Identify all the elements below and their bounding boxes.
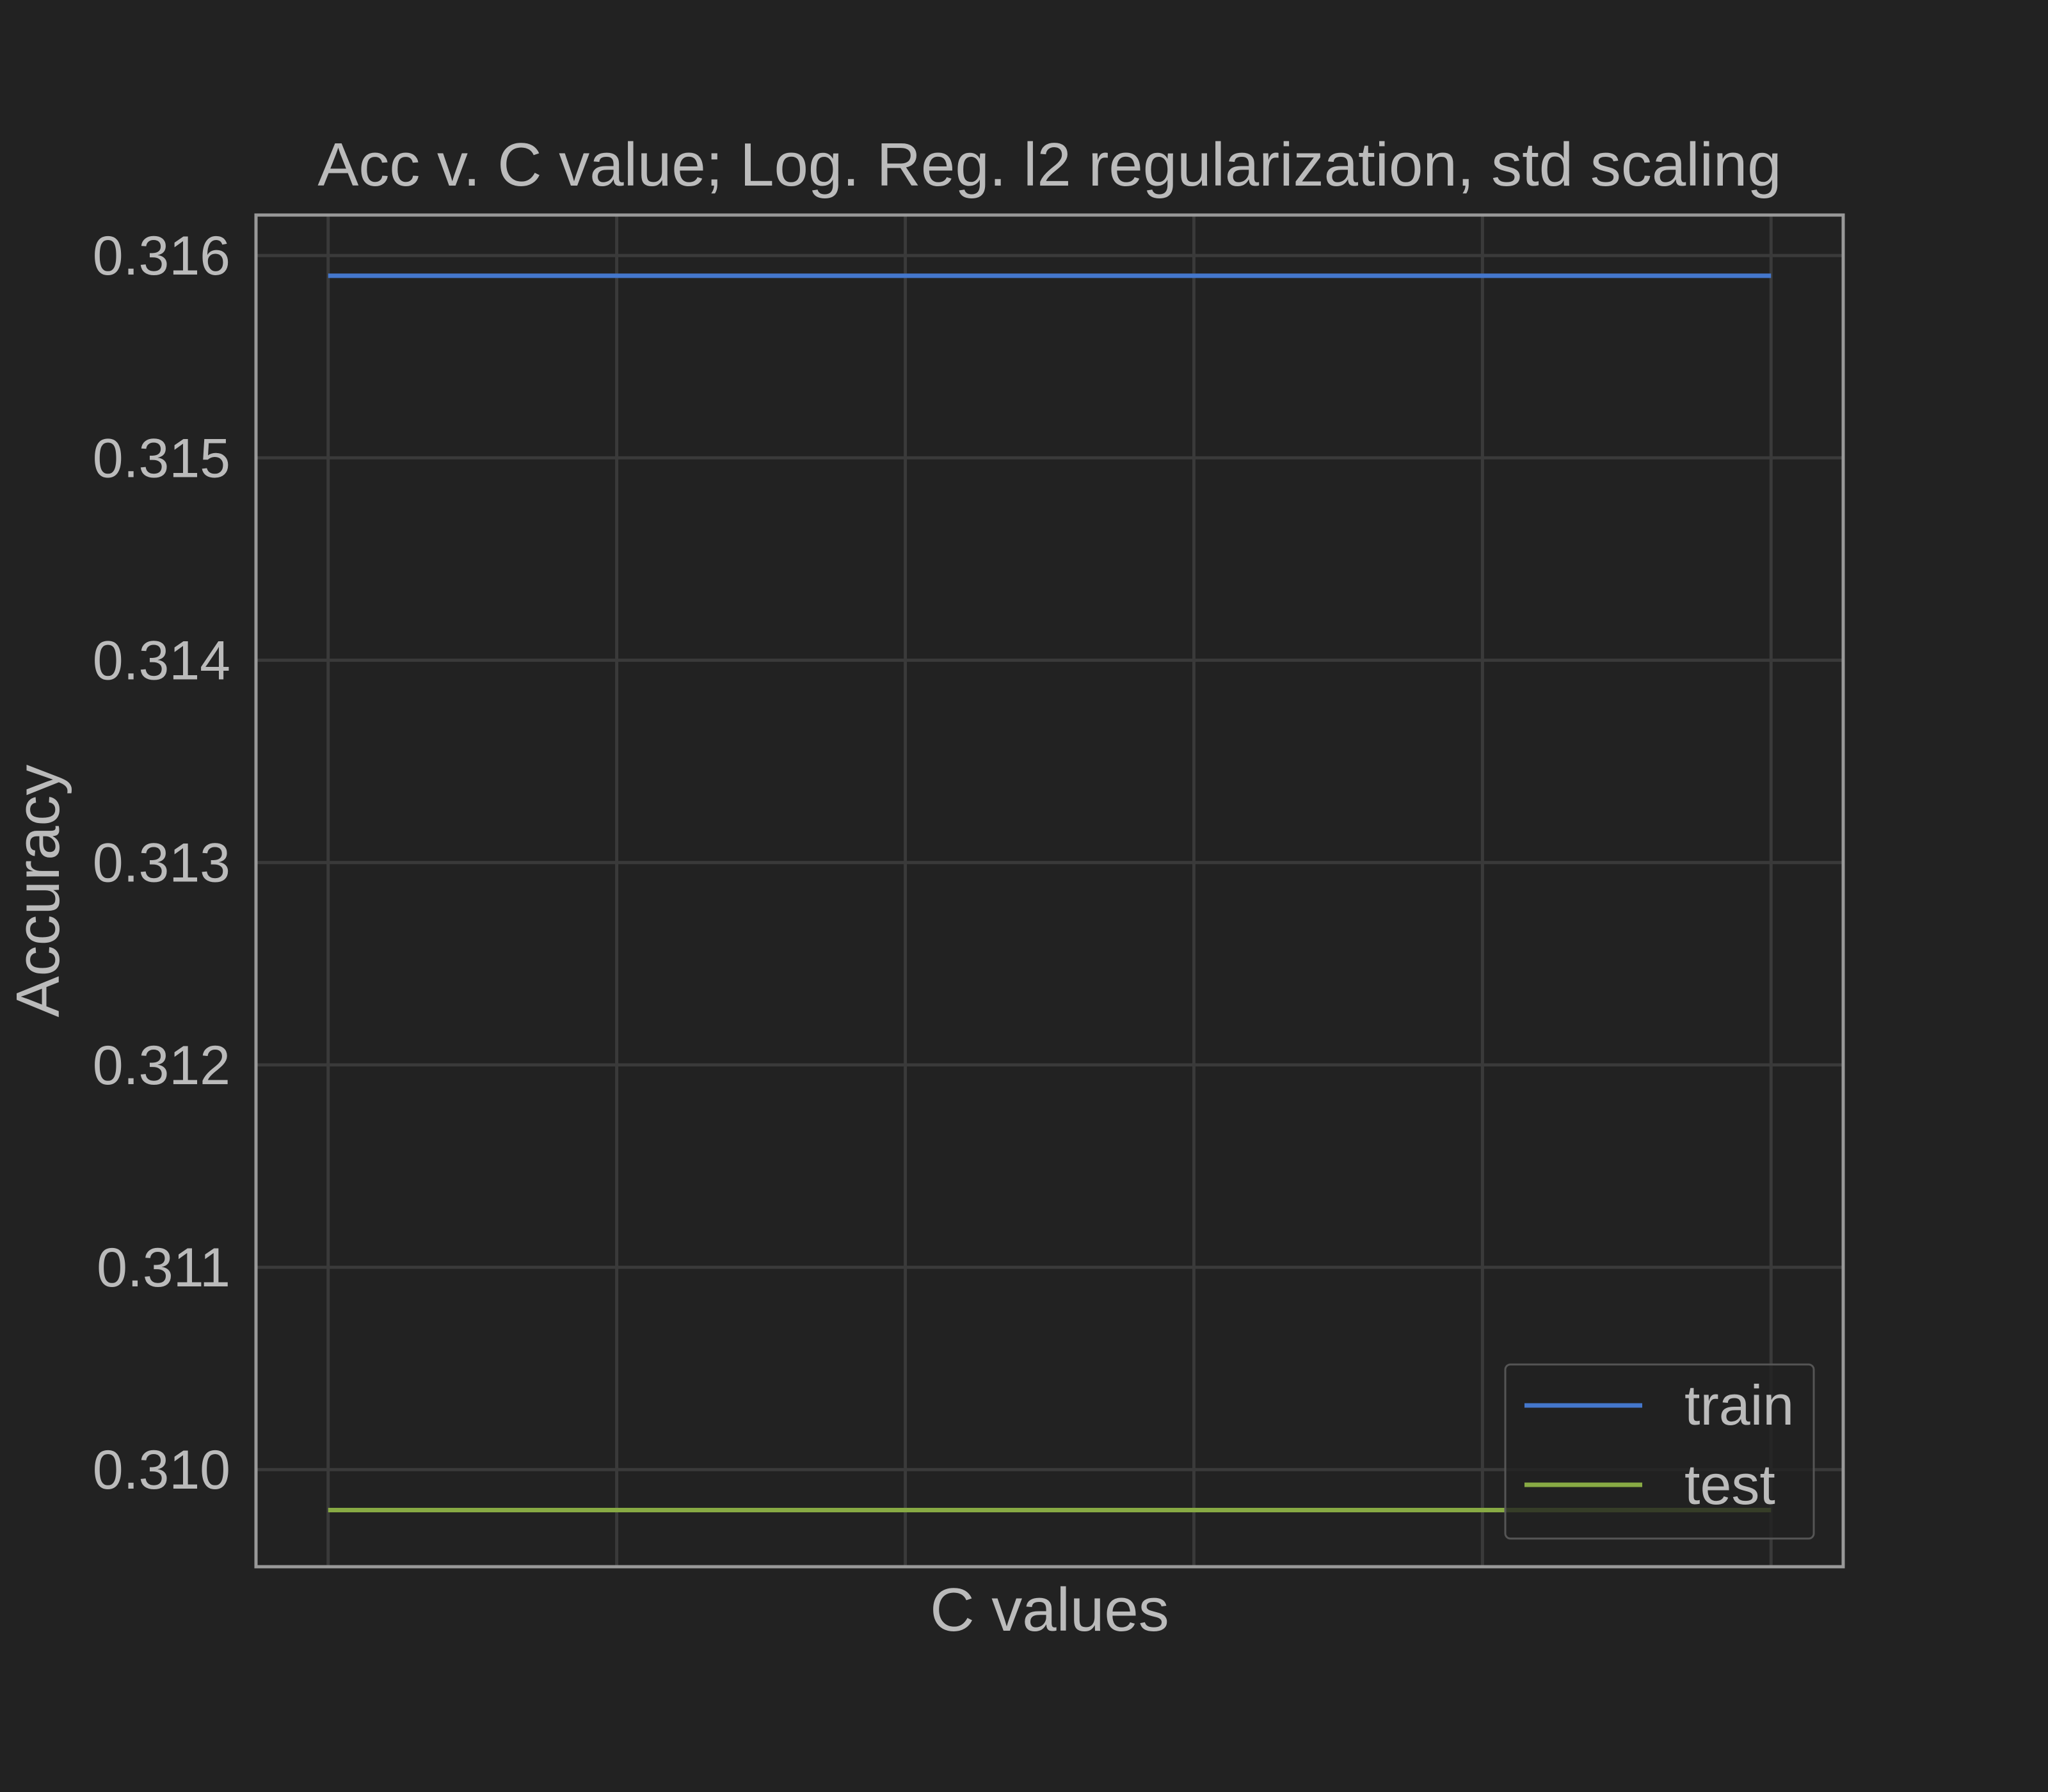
y-tick-labels: 0.310 0.311 0.312 0.313 0.314 0.315 0.316	[93, 225, 230, 1501]
chart-title: Acc v. C value; Log. Reg. l2 regularizat…	[317, 131, 1781, 199]
y-tick-label: 0.313	[93, 833, 230, 894]
y-tick-label: 0.314	[93, 630, 230, 692]
plot-frame	[254, 213, 1845, 1569]
y-tick-label: 0.310	[93, 1439, 230, 1501]
legend-label-train: train	[1684, 1373, 1794, 1437]
y-tick-label: 0.316	[93, 225, 230, 287]
y-tick-label: 0.315	[93, 428, 230, 489]
y-tick-label: 0.311	[97, 1237, 230, 1299]
y-tick-label: 0.312	[93, 1035, 230, 1096]
x-axis-label: C values	[930, 1576, 1169, 1644]
grid	[256, 215, 1843, 1567]
legend-label-test: test	[1684, 1453, 1775, 1516]
legend-box	[1504, 1363, 1815, 1540]
legend: train test	[1504, 1363, 1815, 1540]
y-axis-label: Accuracy	[4, 765, 72, 1018]
